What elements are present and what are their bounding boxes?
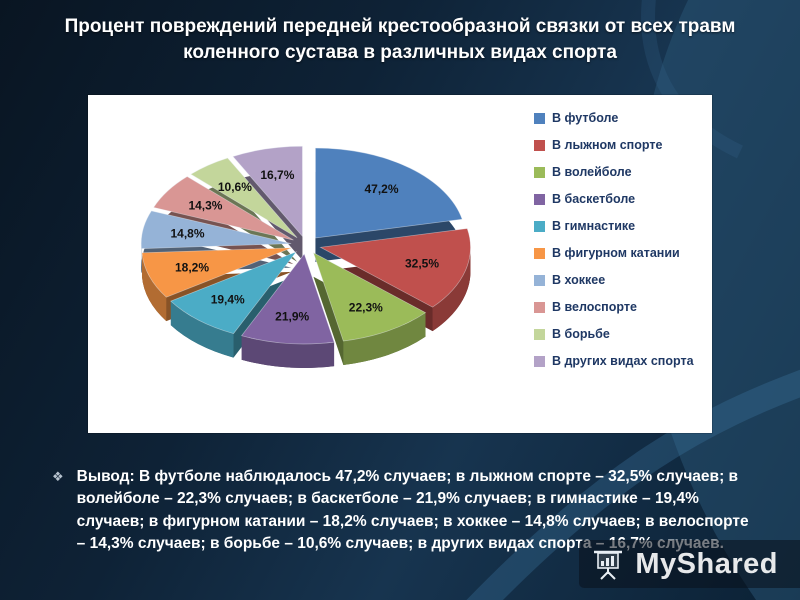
pie-slice <box>140 210 292 249</box>
legend-item: В футболе <box>534 111 708 125</box>
legend-swatch <box>534 301 545 313</box>
pie-slice-label: 21,9% <box>275 310 309 324</box>
chart-panel: 47,2% 32,5% 22,3% 21,9% 19,4% 18,2% 14,8% 14,3%… <box>88 95 712 433</box>
legend-swatch <box>534 112 545 124</box>
legend-label: В хоккее <box>552 273 606 287</box>
legend-label: В баскетболе <box>552 192 636 206</box>
pie-slice-label: 14,8% <box>170 227 204 241</box>
pie-slice <box>319 228 471 308</box>
legend-label: В борьбе <box>552 327 610 341</box>
watermark-label: MyShared <box>635 547 778 580</box>
pie-slice <box>153 176 294 241</box>
myshared-watermark[interactable]: MyShared <box>579 540 800 588</box>
legend-label: В лыжном спорте <box>552 138 663 152</box>
legend-item: В велоспорте <box>534 300 708 314</box>
legend-item: В лыжном спорте <box>534 138 708 152</box>
pie-slice <box>232 145 303 238</box>
pie-slice <box>141 252 167 322</box>
legend-item: В других видах спорта <box>534 354 708 368</box>
pie-slice <box>170 301 234 358</box>
slide-title: Процент повреждений передней крестообраз… <box>64 16 736 63</box>
legend-label: В волейболе <box>552 165 632 179</box>
legend-swatch <box>534 355 545 367</box>
legend-item: В гимнастике <box>534 219 708 233</box>
pie-slice <box>190 157 298 239</box>
legend-swatch <box>534 166 545 178</box>
legend-label: В велоспорте <box>552 300 637 314</box>
pie-slice-label: 16,7% <box>260 168 294 182</box>
legend-swatch <box>534 139 545 151</box>
legend-swatch <box>534 220 545 232</box>
pie-chart: 47,2% 32,5% 22,3% 21,9% 19,4% 18,2% 14,8% 14,3%… <box>140 145 471 368</box>
legend-swatch <box>534 274 545 286</box>
background-arc <box>466 369 800 600</box>
pie-slice-label: 22,3% <box>349 300 383 314</box>
pie-slice <box>141 247 292 298</box>
pie-slice <box>312 252 427 342</box>
pie-slice-label: 10,6% <box>218 180 252 194</box>
pie-slice-label: 18,2% <box>175 261 209 275</box>
legend-item: В баскетболе <box>534 192 708 206</box>
legend-item: В фигурном катании <box>534 246 708 260</box>
pie-slice <box>343 312 426 366</box>
pie-slice-label: 32,5% <box>405 256 439 270</box>
chart-legend: В футболе В лыжном спорте В волейболе В бас… <box>534 95 712 368</box>
pie-slice <box>241 335 335 368</box>
pie-slice <box>241 253 335 345</box>
legend-item: В волейболе <box>534 165 708 179</box>
legend-label: В фигурном катании <box>552 246 680 260</box>
legend-label: В футболе <box>552 111 619 125</box>
legend-label: В гимнастике <box>552 219 636 233</box>
bullet-icon: ❖ <box>52 469 64 484</box>
conclusion-block: ❖ Вывод: В футболе наблюдалось 47,2% слу… <box>52 466 758 556</box>
legend-swatch <box>534 247 545 259</box>
background-arc-top <box>641 0 743 159</box>
legend-label: В других видах спорта <box>552 354 694 368</box>
pie-slice <box>315 147 463 239</box>
legend-item: В хоккее <box>534 273 708 287</box>
legend-swatch <box>534 328 545 340</box>
pie-slice-label: 19,4% <box>211 293 245 307</box>
legend-item: В борьбе <box>534 327 708 341</box>
presentation-screen-icon <box>594 550 623 580</box>
pie-slice-label: 14,3% <box>188 199 222 213</box>
pie-slice <box>432 247 471 332</box>
pie-slice-label: 47,2% <box>364 182 398 196</box>
conclusion-text: Вывод: В футболе наблюдалось 47,2% случа… <box>76 468 749 553</box>
pie-slice <box>170 251 298 334</box>
legend-swatch <box>534 193 545 205</box>
